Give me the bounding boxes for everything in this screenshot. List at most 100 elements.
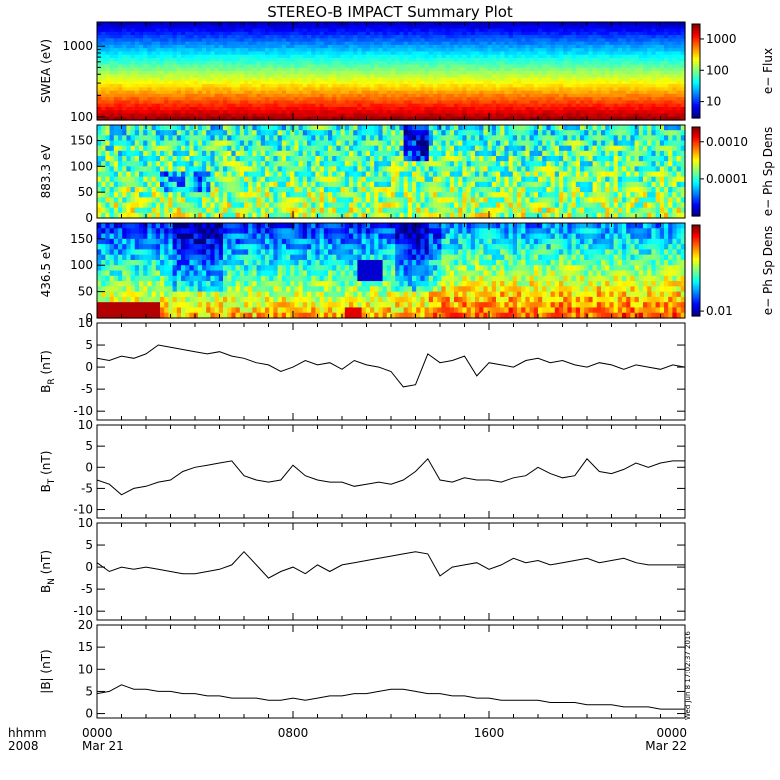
heatmap-cell	[554, 106, 560, 111]
heatmap-cell	[185, 181, 190, 188]
heatmap-cell	[97, 171, 102, 178]
heatmap-cell	[193, 197, 199, 204]
heatmap-cell	[315, 74, 321, 79]
heatmap-cell	[504, 103, 510, 108]
heatmap-cell	[500, 103, 505, 108]
heatmap-cell	[521, 97, 526, 101]
heatmap-cell	[168, 187, 174, 193]
heatmap-cell	[134, 87, 140, 92]
heatmap-cell	[265, 87, 270, 92]
heatmap-cell	[391, 44, 396, 49]
heatmap-cell	[626, 90, 631, 95]
heatmap-cell	[218, 176, 224, 183]
heatmap-cell	[647, 35, 652, 39]
heatmap-cell	[370, 61, 375, 66]
heatmap-cell	[105, 74, 111, 79]
heatmap-cell	[391, 93, 396, 98]
heatmap-cell	[227, 84, 232, 88]
heatmap-cell	[609, 61, 615, 66]
heatmap-cell	[403, 77, 409, 82]
heatmap-cell	[302, 41, 308, 46]
heatmap-cell	[630, 116, 636, 121]
heatmap-cell	[374, 106, 379, 111]
heatmap-cell	[496, 51, 501, 56]
heatmap-cell	[151, 48, 157, 52]
heatmap-cell	[454, 51, 459, 56]
heatmap-cell	[483, 106, 489, 111]
heatmap-cell	[449, 28, 455, 33]
heatmap-cell	[382, 77, 388, 82]
heatmap-cell	[147, 35, 153, 39]
heatmap-cell	[315, 28, 321, 33]
heatmap-cell	[164, 54, 169, 59]
heatmap-cell	[256, 67, 262, 72]
heatmap-cell	[160, 67, 165, 72]
heatmap-cell	[517, 100, 522, 105]
heatmap-cell	[454, 87, 459, 92]
heatmap-cell	[454, 106, 459, 111]
heatmap-cell	[151, 77, 157, 82]
heatmap-cell	[197, 166, 203, 173]
heatmap-cell	[668, 38, 673, 43]
colorbar-swatch	[692, 87, 700, 91]
heatmap-cell	[193, 84, 199, 88]
heatmap-cell	[134, 171, 140, 178]
heatmap-cell	[181, 212, 186, 219]
heatmap-cell	[668, 74, 673, 79]
heatmap-cell	[365, 71, 371, 75]
heatmap-cell	[294, 48, 300, 52]
heatmap-cell	[378, 64, 384, 69]
heatmap-cell	[533, 38, 539, 43]
heatmap-cell	[218, 140, 224, 147]
heatmap-cell	[193, 61, 199, 66]
heatmap-cell	[575, 106, 581, 111]
heatmap-cell	[340, 84, 346, 88]
heatmap-cell	[428, 74, 434, 79]
heatmap-cell	[584, 80, 589, 85]
heatmap-cell	[151, 150, 157, 157]
heatmap-cell	[676, 80, 682, 85]
heatmap-cell	[244, 28, 249, 33]
heatmap-cell	[382, 35, 388, 39]
heatmap-cell	[122, 31, 127, 36]
heatmap-cell	[475, 97, 480, 101]
heatmap-cell	[487, 74, 493, 79]
heatmap-cell	[143, 187, 148, 193]
heatmap-cell	[210, 51, 216, 56]
heatmap-cell	[113, 176, 119, 183]
heatmap-cell	[601, 71, 606, 75]
heatmap-cell	[302, 77, 308, 82]
heatmap-cell	[550, 44, 556, 49]
heatmap-cell	[139, 84, 144, 88]
heatmap-cell	[244, 61, 249, 66]
heatmap-cell	[596, 84, 602, 88]
heatmap-cell	[559, 28, 564, 33]
heatmap-cell	[143, 135, 148, 142]
heatmap-cell	[626, 64, 631, 69]
heatmap-cell	[386, 48, 392, 52]
heatmap-cell	[361, 67, 367, 72]
heatmap-cell	[332, 35, 337, 39]
heatmap-cell	[378, 74, 384, 79]
heatmap-cell	[563, 97, 568, 101]
heatmap-cell	[412, 100, 417, 105]
heatmap-cell	[172, 125, 178, 131]
heatmap-cell	[109, 84, 115, 88]
heatmap-cell	[323, 64, 329, 69]
heatmap-cell	[512, 25, 518, 30]
heatmap-cell	[659, 93, 665, 98]
heatmap-cell	[189, 135, 195, 142]
heatmap-cell	[445, 100, 451, 105]
heatmap-cell	[525, 116, 531, 121]
heatmap-cell	[134, 181, 140, 188]
heatmap-cell	[634, 103, 640, 108]
colorbar-swatch	[692, 68, 700, 72]
heatmap-cell	[307, 74, 312, 79]
heatmap-cell	[424, 38, 430, 43]
heatmap-cell	[176, 57, 182, 62]
heatmap-cell	[105, 187, 111, 193]
heatmap-cell	[290, 31, 295, 36]
heatmap-cell	[487, 93, 493, 98]
heatmap-cell	[319, 64, 325, 69]
